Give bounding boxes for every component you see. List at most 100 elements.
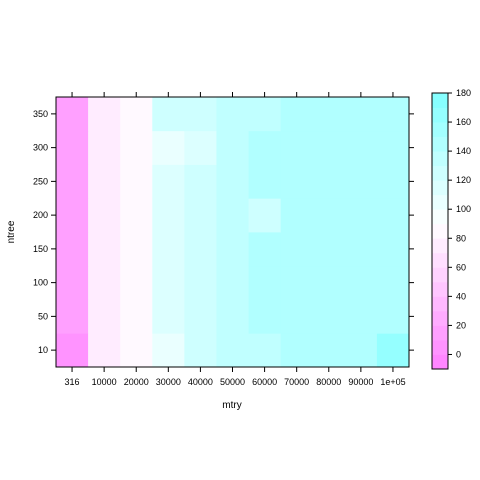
heatmap-cell bbox=[120, 97, 153, 132]
y-tick-label: 350 bbox=[33, 109, 48, 119]
color-key-band bbox=[432, 107, 448, 123]
heatmap-cell bbox=[312, 198, 346, 233]
heatmap-cell bbox=[312, 164, 346, 199]
heatmap-cell bbox=[216, 198, 249, 233]
heatmap-cell bbox=[376, 164, 410, 199]
color-key-label: 40 bbox=[456, 291, 466, 301]
heatmap-cell bbox=[88, 198, 121, 233]
color-key-band bbox=[432, 325, 448, 341]
heatmap-cell bbox=[344, 265, 378, 300]
x-axis-title: mtry bbox=[222, 400, 241, 411]
heatmap-cell bbox=[344, 130, 378, 165]
color-key-labels: 0 20 40 60 80 100 120 140 160 180 bbox=[448, 88, 471, 359]
color-key-band bbox=[432, 252, 448, 268]
heatmap-cell bbox=[248, 265, 282, 300]
color-key-band bbox=[432, 296, 448, 312]
heatmap-cell bbox=[280, 232, 314, 267]
heatmap-cell bbox=[56, 130, 89, 165]
color-key-band bbox=[432, 267, 448, 283]
heatmap-cell bbox=[184, 299, 217, 334]
color-key-band bbox=[432, 238, 448, 254]
heatmap-cell bbox=[376, 198, 410, 233]
heatmap-cell bbox=[280, 265, 314, 300]
heatmap-cell bbox=[248, 164, 282, 199]
x-tick-label: 70000 bbox=[284, 377, 309, 387]
heatmap-cell bbox=[280, 164, 314, 199]
color-key-label: 140 bbox=[456, 146, 471, 156]
heatmap-cell bbox=[120, 164, 153, 199]
heatmap-cell bbox=[120, 333, 153, 368]
heatmap-cell bbox=[248, 130, 282, 165]
heatmap-cell bbox=[88, 97, 121, 132]
heatmap-cell bbox=[120, 265, 153, 300]
y-axis-title: ntree bbox=[6, 220, 17, 243]
color-key-label: 0 bbox=[456, 349, 461, 359]
color-key-band bbox=[432, 354, 448, 370]
y-tick-label: 150 bbox=[33, 244, 48, 254]
heatmap-cell bbox=[312, 130, 346, 165]
heatmap-cell bbox=[88, 333, 121, 368]
color-key-label: 120 bbox=[456, 175, 471, 185]
heatmap-cell bbox=[88, 164, 121, 199]
color-key-band bbox=[432, 194, 448, 210]
heatmap-cell bbox=[88, 299, 121, 334]
x-tick-label: 50000 bbox=[220, 377, 245, 387]
color-key-band bbox=[432, 339, 448, 355]
heatmap-cell bbox=[184, 164, 217, 199]
heatmap-cell bbox=[344, 333, 378, 368]
heatmap-cell bbox=[120, 130, 153, 165]
color-key-band bbox=[432, 165, 448, 181]
heatmap-cell bbox=[312, 97, 346, 132]
y-tick-labels: 10 50 100 150 200 250 300 350 bbox=[33, 109, 48, 355]
heatmap-cell bbox=[312, 265, 346, 300]
color-key-band bbox=[432, 151, 448, 167]
heatmap-cell bbox=[152, 232, 185, 267]
color-key-frame bbox=[431, 92, 449, 370]
heatmap-cell bbox=[184, 130, 217, 165]
color-key-label: 20 bbox=[456, 320, 466, 330]
y-tick-label: 300 bbox=[33, 143, 48, 153]
heatmap-cell bbox=[376, 130, 410, 165]
heatmap-cell bbox=[344, 232, 378, 267]
heatmap-cell bbox=[184, 232, 217, 267]
x-tick-label: 10000 bbox=[92, 377, 117, 387]
color-key bbox=[432, 93, 448, 370]
heatmap-cell bbox=[184, 333, 217, 368]
heatmap-cell bbox=[376, 333, 410, 368]
color-key-band bbox=[432, 180, 448, 196]
heatmap-cell bbox=[344, 299, 378, 334]
heatmap-cell bbox=[120, 198, 153, 233]
heatmap-cell bbox=[152, 97, 185, 132]
heatmap-cell bbox=[280, 97, 314, 132]
heatmap-cell bbox=[56, 299, 89, 334]
heatmap-cell bbox=[344, 198, 378, 233]
heatmap-cell bbox=[152, 299, 185, 334]
heatmap-cell bbox=[152, 333, 185, 368]
heatmap-cell bbox=[216, 232, 249, 267]
heatmap-cell bbox=[344, 164, 378, 199]
color-key-band bbox=[432, 93, 448, 108]
x-tick-label: 20000 bbox=[124, 377, 149, 387]
heatmap-cells bbox=[56, 97, 410, 368]
heatmap-cell bbox=[120, 299, 153, 334]
heatmap-cell bbox=[280, 130, 314, 165]
y-tick-label: 200 bbox=[33, 210, 48, 220]
heatmap-cell bbox=[216, 130, 249, 165]
x-tick-label: 316 bbox=[65, 377, 80, 387]
heatmap-cell bbox=[248, 232, 282, 267]
y-tick-label: 10 bbox=[38, 345, 48, 355]
heatmap-cell bbox=[56, 164, 89, 199]
x-tick-label: 1e+05 bbox=[380, 377, 405, 387]
heatmap-cell bbox=[216, 265, 249, 300]
heatmap-cell bbox=[152, 130, 185, 165]
heatmap-cell bbox=[56, 232, 89, 267]
heatmap-cell bbox=[184, 265, 217, 300]
heatmap-cell bbox=[312, 333, 346, 368]
color-key-band bbox=[432, 136, 448, 152]
color-key-label: 60 bbox=[456, 262, 466, 272]
heatmap-cell bbox=[280, 198, 314, 233]
heatmap-cell bbox=[56, 333, 89, 368]
y-tick-label: 50 bbox=[38, 311, 48, 321]
heatmap-cell bbox=[88, 265, 121, 300]
